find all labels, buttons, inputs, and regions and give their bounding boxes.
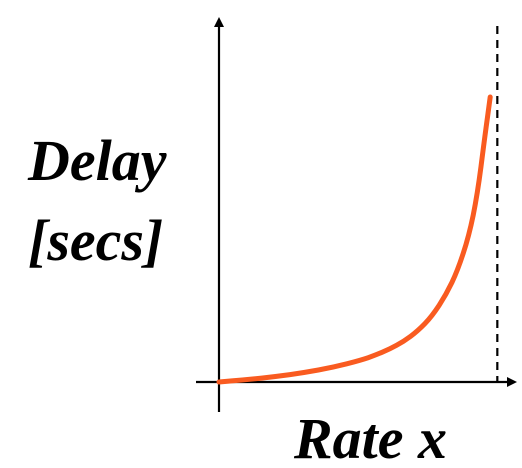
y-axis-label-line-2: [secs] <box>28 208 163 273</box>
delay-curve <box>216 94 493 385</box>
x-axis-label: Rate x <box>293 406 447 468</box>
y-axis-label-line-1: Delay <box>27 128 167 193</box>
